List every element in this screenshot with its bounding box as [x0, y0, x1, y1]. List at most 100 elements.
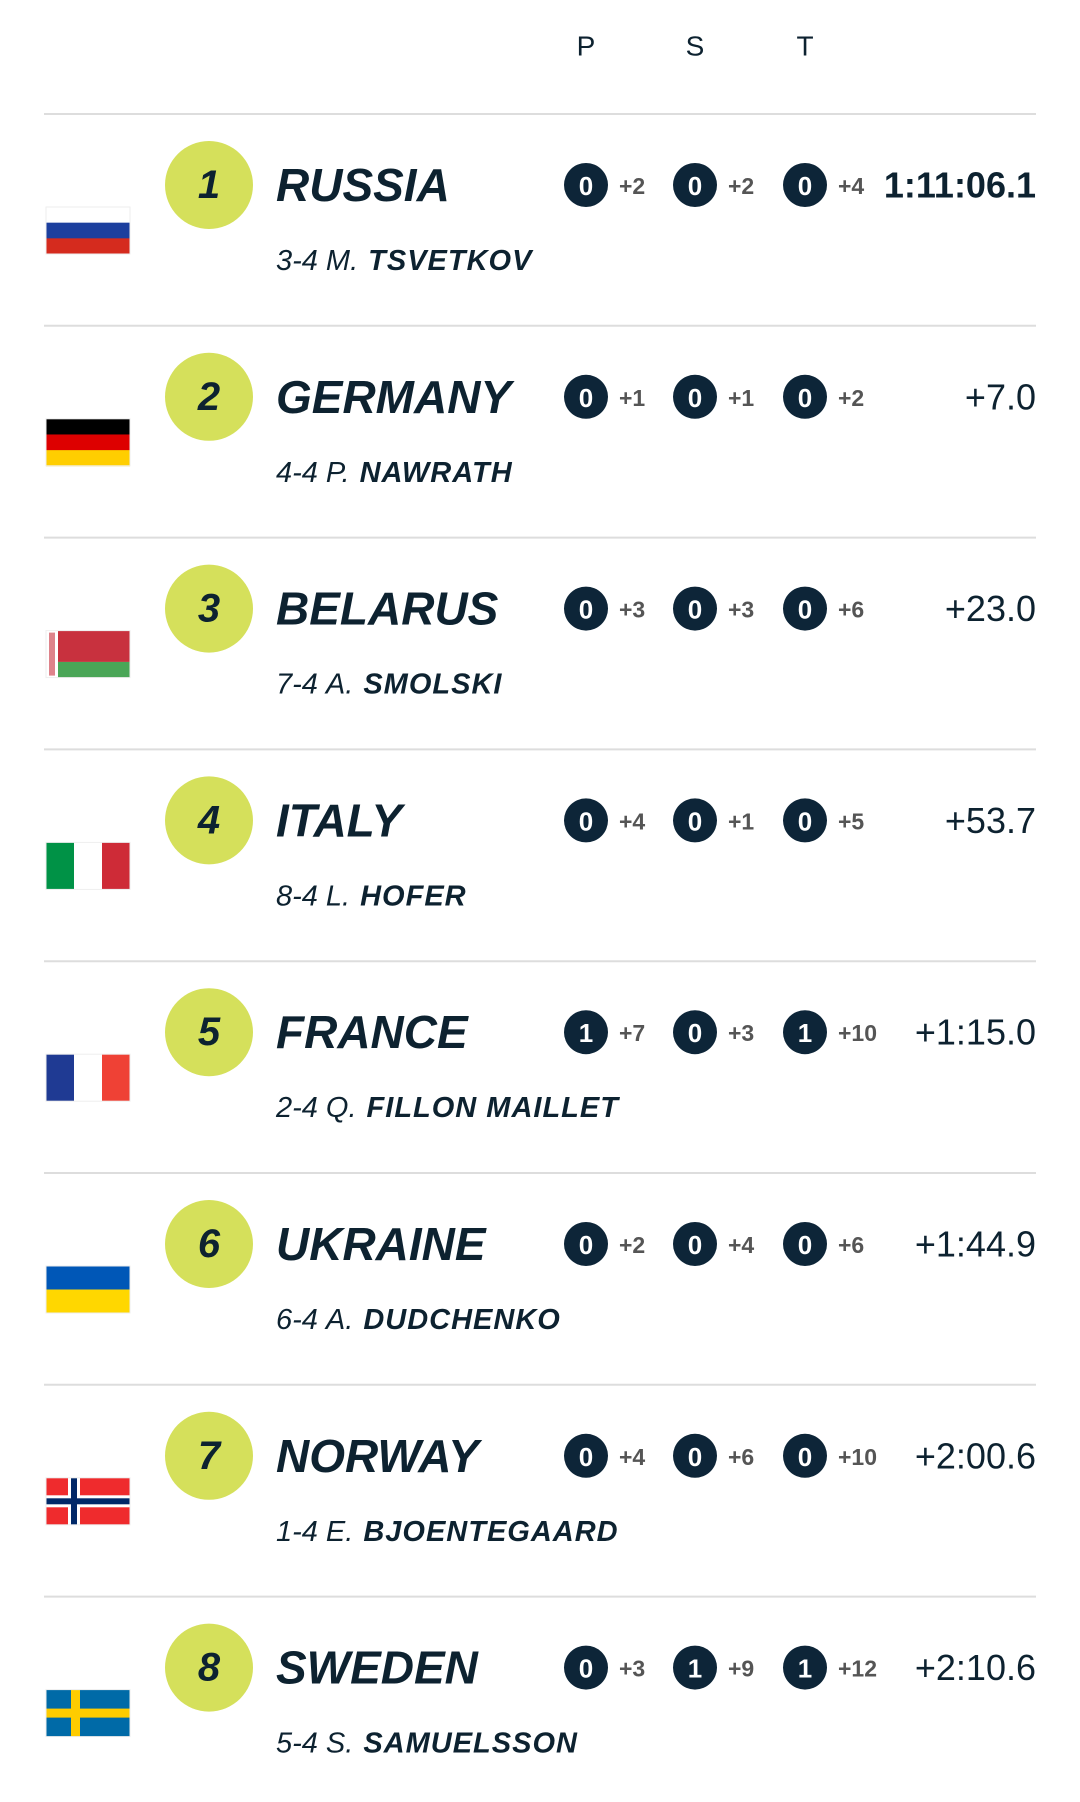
penalty-badge — [564, 374, 608, 419]
penalty-badge — [783, 1010, 827, 1055]
surname: SMOLSKI — [363, 669, 502, 701]
country: FRANCE — [276, 1006, 469, 1058]
stripe — [46, 434, 130, 451]
rank-badge — [165, 1200, 253, 1288]
result-row: 2 GERMANY 4-4 P. NAWRATH 0 +1 0 +1 0 +2 +7.0 — [44, 352, 1036, 539]
flag — [45, 206, 131, 255]
stripe — [74, 842, 103, 890]
spare-rounds: +2 — [838, 385, 864, 411]
flag-border — [45, 841, 131, 890]
spare-rounds: +5 — [838, 808, 864, 834]
result-row: 3 BELARUS 7-4 A. SMOLSKI 0 +3 0 +3 0 +6 +23.0 — [44, 564, 1036, 751]
stripe — [46, 630, 130, 662]
spare-rounds: +4 — [838, 173, 864, 199]
leg: 3-4 — [276, 245, 318, 277]
stripe — [46, 207, 130, 224]
flag-border — [45, 630, 131, 679]
column-header: T — [796, 31, 813, 62]
penalty-badge — [673, 586, 717, 631]
rank-badge — [165, 352, 253, 441]
stripe — [46, 1289, 130, 1313]
penalties: 0 — [798, 383, 812, 413]
penalty-badge — [783, 374, 827, 419]
leg: 6-4 — [276, 1304, 318, 1336]
rank: 1 — [198, 163, 220, 207]
spare-rounds: +3 — [619, 1656, 645, 1682]
penalties: 0 — [688, 383, 702, 413]
rank: 3 — [198, 587, 220, 631]
surname: FILLON MAILLET — [367, 1092, 621, 1124]
result-row: 6 UKRAINE 6-4 A. DUDCHENKO 0 +2 0 +4 0 +6 +1:44.9 — [44, 1200, 1036, 1386]
penalties: 0 — [688, 1018, 702, 1048]
penalties: 0 — [688, 1230, 702, 1260]
rank-badge — [165, 1411, 253, 1500]
penalty-badge — [673, 163, 717, 207]
penalty-badge — [783, 1645, 827, 1690]
spare-rounds: +1 — [728, 385, 754, 411]
penalty-badge — [564, 1010, 608, 1055]
time: +2:10.6 — [915, 1647, 1036, 1688]
surname: HOFER — [360, 880, 467, 912]
runner: 6-4 A. DUDCHENKO — [276, 1304, 561, 1336]
rank-badge — [165, 1623, 253, 1712]
rank-badge — [165, 988, 253, 1077]
penalties: 0 — [798, 806, 812, 836]
penalties: 1 — [579, 1018, 593, 1048]
flag-border — [45, 1689, 131, 1738]
stripe — [46, 222, 130, 239]
penalties: 1 — [798, 1654, 812, 1684]
stripe — [46, 238, 130, 255]
time: +1:15.0 — [915, 1012, 1036, 1053]
leg: 7-4 — [276, 669, 318, 701]
initial: A. — [324, 1304, 353, 1336]
penalties: 0 — [798, 1442, 812, 1472]
penalty-badge — [673, 798, 717, 843]
time: +23.0 — [945, 588, 1036, 629]
country: SWEDEN — [276, 1642, 479, 1694]
country: ITALY — [276, 794, 406, 846]
runner: 5-4 S. SAMUELSSON — [276, 1728, 578, 1760]
initial: P. — [326, 457, 350, 489]
penalty-badge — [564, 586, 608, 631]
flag-border — [45, 1477, 131, 1526]
stripe — [74, 1054, 103, 1102]
penalty-badge — [673, 374, 717, 419]
leg: 5-4 — [276, 1728, 318, 1760]
penalty-badge — [783, 163, 827, 207]
flag-border — [45, 1053, 131, 1102]
runner: 3-4 M. TSVETKOV — [276, 245, 534, 277]
flag-border — [45, 206, 131, 255]
penalty-badge — [673, 1433, 717, 1478]
result-row: 4 ITALY 8-4 L. HOFER 0 +4 0 +1 0 +5 +53.7 — [44, 776, 1036, 963]
spare-rounds: +3 — [728, 1020, 754, 1046]
penalties: 0 — [798, 171, 812, 201]
penalty-badge — [564, 1222, 608, 1266]
penalty-badge — [673, 1645, 717, 1690]
cross — [46, 1708, 130, 1718]
penalty-badge — [783, 586, 827, 631]
column-header: S — [686, 31, 705, 62]
initial: M. — [326, 245, 358, 277]
flag — [45, 418, 131, 467]
flag — [45, 1053, 131, 1102]
penalty-badge — [783, 1433, 827, 1478]
surname: BJOENTEGAARD — [363, 1516, 618, 1548]
result-row: 1 RUSSIA 3-4 M. TSVETKOV 0 +2 0 +2 0 +4 1:11:06.1 — [44, 141, 1036, 327]
stripe — [46, 450, 130, 467]
penalties: 0 — [579, 595, 593, 625]
stripe — [102, 842, 131, 890]
penalty-badge — [564, 798, 608, 843]
penalties: 0 — [579, 1654, 593, 1684]
time: 1:11:06.1 — [884, 165, 1036, 206]
spare-rounds: +3 — [728, 597, 754, 623]
result-row: 7 NORWAY 1-4 E. BJOENTEGAARD 0 +4 0 +6 0 +10 +2:00.… — [44, 1411, 1036, 1598]
initial: S. — [326, 1728, 353, 1760]
country: GERMANY — [276, 371, 515, 423]
flag — [45, 1689, 131, 1738]
surname: DUDCHENKO — [363, 1304, 561, 1336]
surname: SAMUELSSON — [363, 1728, 578, 1760]
runner: 7-4 A. SMOLSKI — [276, 669, 502, 701]
spare-rounds: +3 — [619, 597, 645, 623]
surname: TSVETKOV — [368, 245, 534, 277]
